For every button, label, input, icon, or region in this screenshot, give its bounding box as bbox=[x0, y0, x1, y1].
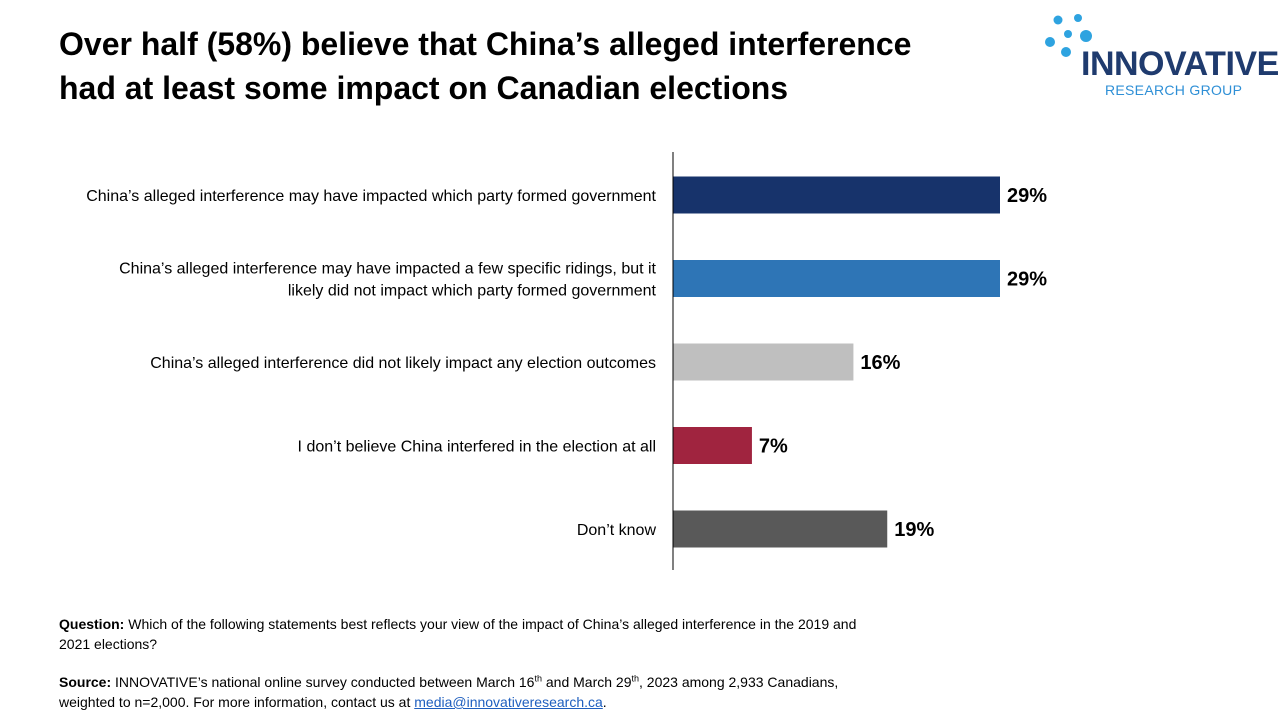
value-label-3: 16% bbox=[860, 352, 900, 374]
source-part-1: INNOVATIVE’s national online survey cond… bbox=[111, 674, 535, 690]
bar-2 bbox=[673, 260, 1000, 297]
question-text: Which of the following statements best r… bbox=[59, 616, 857, 652]
question-note: Question: Which of the following stateme… bbox=[59, 614, 879, 654]
value-label-1: 29% bbox=[1007, 185, 1047, 207]
value-label-5: 19% bbox=[894, 519, 934, 541]
category-label-5: Don’t know bbox=[577, 522, 657, 539]
bar-3 bbox=[673, 343, 854, 381]
category-label-2: China’s alleged interference may have im… bbox=[119, 261, 656, 300]
source-note: Source: INNOVATIVE’s national online sur… bbox=[59, 672, 879, 712]
title-line-2: had at least some impact on Canadian ele… bbox=[59, 70, 789, 106]
title-line-1: Over half (58%) believe that China’s all… bbox=[59, 26, 912, 62]
source-sup-1: th bbox=[534, 673, 542, 684]
category-label-1: China’s alleged interference may have im… bbox=[86, 188, 656, 205]
question-label: Question: bbox=[59, 616, 125, 632]
value-label-4: 7% bbox=[759, 436, 788, 458]
category-label-2-line-2: likely did not impact which party formed… bbox=[288, 283, 657, 300]
innovative-logo: INNOVATIVE RESEARCH GROUP bbox=[1044, 12, 1279, 102]
category-label-4: I don’t believe China interfered in the … bbox=[298, 439, 656, 456]
category-label-1-line-1: China’s alleged interference may have im… bbox=[86, 188, 656, 205]
category-label-4-line-1: I don’t believe China interfered in the … bbox=[298, 439, 656, 456]
category-label-3: China’s alleged interference did not lik… bbox=[150, 355, 656, 372]
source-part-2: and March 29 bbox=[541, 674, 632, 690]
source-sup-2: th bbox=[631, 673, 639, 684]
page-title: Over half (58%) believe that China’s all… bbox=[59, 22, 1019, 110]
category-label-2-line-1: China’s alleged interference may have im… bbox=[119, 261, 656, 278]
logo-brand: INNOVATIVE bbox=[1081, 45, 1279, 83]
bar-1 bbox=[673, 176, 1000, 214]
footer-notes: Question: Which of the following stateme… bbox=[59, 614, 879, 712]
email-link[interactable]: media@innovativeresearch.ca bbox=[414, 694, 603, 710]
category-label-5-line-1: Don’t know bbox=[577, 522, 657, 539]
logo-sub: RESEARCH GROUP bbox=[1105, 82, 1243, 98]
bar-chart: 29% China’s alleged interference may have… bbox=[86, 152, 1047, 570]
value-label-2: 29% bbox=[1007, 269, 1047, 291]
source-end: . bbox=[602, 694, 607, 710]
logo-dots-icon bbox=[1045, 14, 1092, 57]
bar-5 bbox=[673, 510, 888, 548]
bar-4 bbox=[673, 427, 752, 464]
source-label: Source: bbox=[59, 674, 112, 690]
category-label-3-line-1: China’s alleged interference did not lik… bbox=[150, 355, 656, 372]
source-part-3: , 2023 among 2,933 Canadians, weighted t… bbox=[59, 674, 839, 710]
